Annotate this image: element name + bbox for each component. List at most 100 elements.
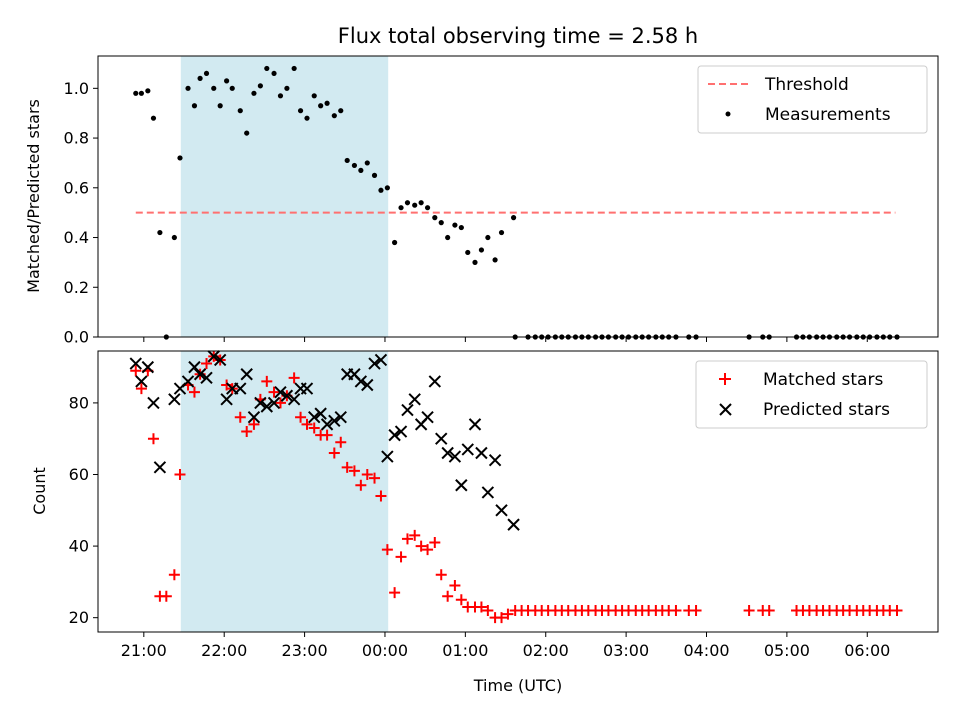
predicted-star-point xyxy=(320,418,334,431)
predicted-star-point xyxy=(448,450,462,463)
matched-star-point xyxy=(422,544,434,556)
y-tick-label: 0.4 xyxy=(64,228,89,247)
x-tick-label: 06:00 xyxy=(844,641,890,660)
matched-star-point xyxy=(429,537,441,549)
measurement-point xyxy=(171,234,177,241)
measurement-point xyxy=(185,85,191,91)
predicted-star-point xyxy=(408,393,421,406)
predicted-star-point xyxy=(193,368,207,381)
measurement-point xyxy=(271,70,277,77)
predicted-star-point xyxy=(507,518,520,531)
matched-star-point xyxy=(348,465,360,477)
matched-star-point xyxy=(234,411,246,423)
predicted-star-point xyxy=(441,446,454,460)
bottom-panel-frame xyxy=(97,350,939,633)
measurement-point xyxy=(197,75,203,81)
predicted-star-point xyxy=(361,378,374,392)
measurement-point xyxy=(331,113,337,119)
matched-star-point xyxy=(274,397,286,409)
measurement-point xyxy=(311,93,317,99)
measurement-point xyxy=(145,88,151,94)
bottom-panel: 20 40 60 80 21:00 22:00 23:00 00:00 01:00 02:00 0… xyxy=(30,350,939,695)
predicted-star-point xyxy=(488,453,502,467)
measurement-point xyxy=(138,90,145,96)
predicted-star-point xyxy=(428,375,442,388)
measurement-point xyxy=(304,115,310,121)
predicted-star-point xyxy=(328,414,341,428)
measurement-point xyxy=(224,78,230,84)
matched-star-point xyxy=(409,529,421,541)
predicted-star-point xyxy=(374,353,388,367)
measurement-point xyxy=(264,65,270,72)
matched-star-point xyxy=(449,579,461,591)
predicted-star-point xyxy=(354,375,368,388)
measurement-point xyxy=(257,83,263,89)
predicted-star-point xyxy=(308,411,321,424)
matched-star-point xyxy=(160,590,172,602)
measurement-point xyxy=(445,234,451,241)
predicted-star-point xyxy=(135,375,148,388)
x-tick-label: 04:00 xyxy=(683,641,729,660)
measurement-point xyxy=(498,229,505,236)
measurement-point xyxy=(392,239,398,246)
predicted-star-point xyxy=(200,371,213,385)
matched-star-point xyxy=(891,605,903,617)
predicted-star-point xyxy=(481,486,495,499)
legend-measurements-swatch xyxy=(725,111,731,117)
predicted-star-point xyxy=(274,385,287,399)
predicted-star-point xyxy=(267,396,281,410)
bottom-y-axis-ticks: 20 40 60 80 xyxy=(69,393,98,627)
top-y-axis-ticks: 0.0 0.2 0.4 0.6 0.8 1.0 xyxy=(64,79,98,347)
y-tick-label: 0.2 xyxy=(64,278,89,297)
matched-star-point xyxy=(482,605,494,617)
predicted-star-point xyxy=(495,504,508,517)
measurement-point xyxy=(191,103,198,109)
legend-matched-label: Matched stars xyxy=(763,370,883,390)
predicted-star-point xyxy=(381,450,394,463)
matched-star-point xyxy=(743,605,755,617)
measurement-point xyxy=(424,205,431,211)
predicted-star-point xyxy=(188,360,201,374)
top-panel: 0.0 0.2 0.4 0.6 0.8 1.0 Matched/Predicted sta… xyxy=(24,55,939,347)
measurement-point xyxy=(338,108,344,114)
y-tick-label: 0.8 xyxy=(64,129,89,148)
y-tick-label: 0.0 xyxy=(64,328,89,347)
matched-star-point xyxy=(248,418,260,430)
measurement-point xyxy=(277,93,284,99)
predicted-star-point xyxy=(421,411,434,424)
predicted-star-point xyxy=(461,443,474,456)
predicted-star-point xyxy=(153,461,167,474)
matched-star-point xyxy=(455,594,467,606)
predicted-star-point xyxy=(129,357,142,370)
bottom-x-axis-ticks: 21:00 22:00 23:00 00:00 01:00 02:00 03:00 04:00… xyxy=(121,632,890,660)
measurement-point xyxy=(211,85,217,91)
predicted-star-point xyxy=(213,353,227,367)
matched-star-point xyxy=(369,472,381,484)
measurement-point xyxy=(485,234,491,241)
measurement-point xyxy=(324,100,330,106)
predicted-star-point xyxy=(455,479,468,492)
matched-star-point xyxy=(288,372,300,384)
x-tick-label: 02:00 xyxy=(523,641,569,660)
matched-star-point xyxy=(261,375,273,387)
measurement-point xyxy=(492,257,498,263)
matched-star-point xyxy=(295,411,307,423)
y-tick-label: 80 xyxy=(69,393,89,412)
matched-star-point xyxy=(335,436,347,448)
chart-title: Flux total observing time = 2.58 h xyxy=(338,24,698,48)
matched-star-point xyxy=(395,551,407,563)
matched-star-point xyxy=(381,544,393,556)
predicted-star-point xyxy=(234,382,247,395)
predicted-star-point xyxy=(334,411,347,424)
predicted-star-point xyxy=(287,393,301,406)
matched-star-point xyxy=(670,605,682,617)
y-tick-label: 0.6 xyxy=(64,178,89,197)
predicted-star-point xyxy=(260,400,274,413)
matched-star-point xyxy=(442,590,454,602)
x-tick-label: 23:00 xyxy=(282,641,328,660)
measurement-point xyxy=(133,90,139,96)
matched-stars-series xyxy=(130,350,903,624)
measurement-point xyxy=(432,215,438,221)
measurement-point xyxy=(364,160,370,166)
x-tick-label: 00:00 xyxy=(362,641,408,660)
